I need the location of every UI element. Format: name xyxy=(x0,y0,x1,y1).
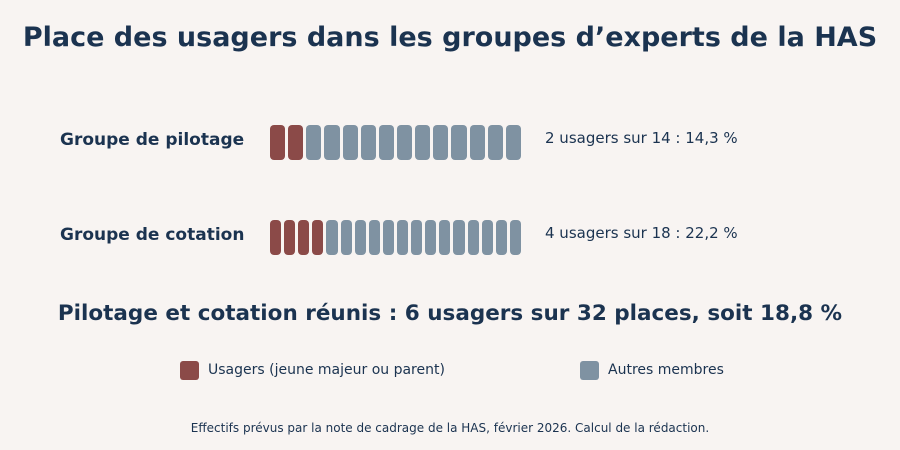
waffle-cell-autre xyxy=(354,220,366,255)
waffle-cell-autre xyxy=(451,125,467,160)
waffle-cell-autre xyxy=(324,125,340,160)
waffle-cell-autre xyxy=(425,220,437,255)
legend-label-autres: Autres membres xyxy=(608,362,724,378)
row-label-cotation: Groupe de cotation xyxy=(60,225,245,245)
source-note: Effectifs prévus par la note de cadrage … xyxy=(190,421,710,435)
row-label-pilotage: Groupe de pilotage xyxy=(60,130,245,150)
waffle-row-cotation xyxy=(270,220,521,255)
legend-label-usagers: Usagers (jeune majeur ou parent) xyxy=(208,362,445,378)
legend-swatch-usagers xyxy=(180,361,199,380)
waffle-cell-usager xyxy=(312,220,324,255)
waffle-cell-autre xyxy=(382,220,394,255)
waffle-cell-autre xyxy=(342,125,358,160)
summary-text: Pilotage et cotation réunis : 6 usagers … xyxy=(57,301,843,326)
waffle-cell-autre xyxy=(481,220,493,255)
waffle-cell-autre xyxy=(467,220,479,255)
legend-swatch-autres xyxy=(580,361,599,380)
waffle-cell-usager xyxy=(270,220,282,255)
waffle-cell-usager xyxy=(288,125,304,160)
waffle-cell-autre xyxy=(495,220,507,255)
waffle-cell-autre xyxy=(360,125,376,160)
waffle-cell-autre xyxy=(368,220,380,255)
waffle-cell-autre xyxy=(306,125,322,160)
waffle-cell-autre xyxy=(453,220,465,255)
waffle-cell-autre xyxy=(505,125,521,160)
waffle-cell-usager xyxy=(298,220,310,255)
waffle-cell-autre xyxy=(326,220,338,255)
waffle-cell-usager xyxy=(284,220,296,255)
waffle-cell-autre xyxy=(487,125,503,160)
waffle-cell-autre xyxy=(439,220,451,255)
waffle-cell-autre xyxy=(340,220,352,255)
waffle-cell-autre xyxy=(378,125,394,160)
waffle-cell-autre xyxy=(397,125,413,160)
row-value-cotation: 4 usagers sur 18 : 22,2 % xyxy=(545,224,738,242)
waffle-row-pilotage xyxy=(270,125,521,160)
row-value-pilotage: 2 usagers sur 14 : 14,3 % xyxy=(545,129,738,147)
chart-title: Place des usagers dans les groupes d’exp… xyxy=(22,22,878,53)
waffle-cell-autre xyxy=(469,125,485,160)
waffle-cell-autre xyxy=(411,220,423,255)
waffle-cell-autre xyxy=(433,125,449,160)
waffle-cell-autre xyxy=(509,220,521,255)
waffle-cell-autre xyxy=(415,125,431,160)
waffle-cell-usager xyxy=(270,125,286,160)
waffle-cell-autre xyxy=(397,220,409,255)
